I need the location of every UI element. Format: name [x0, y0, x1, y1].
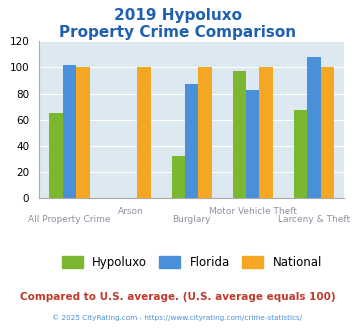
Text: © 2025 CityRating.com - https://www.cityrating.com/crime-statistics/: © 2025 CityRating.com - https://www.city… — [53, 314, 302, 321]
Bar — [63, 65, 76, 198]
Text: Compared to U.S. average. (U.S. average equals 100): Compared to U.S. average. (U.S. average … — [20, 292, 335, 302]
Bar — [137, 67, 151, 198]
Bar — [198, 67, 212, 198]
Bar — [321, 67, 334, 198]
Text: 2019 Hypoluxo: 2019 Hypoluxo — [114, 8, 241, 23]
Bar — [260, 67, 273, 198]
Text: Property Crime Comparison: Property Crime Comparison — [59, 25, 296, 40]
Text: All Property Crime: All Property Crime — [28, 215, 111, 224]
Text: Burglary: Burglary — [173, 215, 211, 224]
Bar — [246, 89, 260, 198]
Text: Arson: Arson — [118, 207, 143, 216]
Bar — [171, 156, 185, 198]
Bar — [49, 113, 63, 198]
Bar — [294, 111, 307, 198]
Bar — [307, 57, 321, 198]
Bar — [185, 84, 198, 198]
Bar — [233, 71, 246, 198]
Bar — [76, 67, 90, 198]
Text: Larceny & Theft: Larceny & Theft — [278, 215, 350, 224]
Legend: Hypoluxo, Florida, National: Hypoluxo, Florida, National — [57, 251, 327, 274]
Text: Motor Vehicle Theft: Motor Vehicle Theft — [209, 207, 297, 216]
